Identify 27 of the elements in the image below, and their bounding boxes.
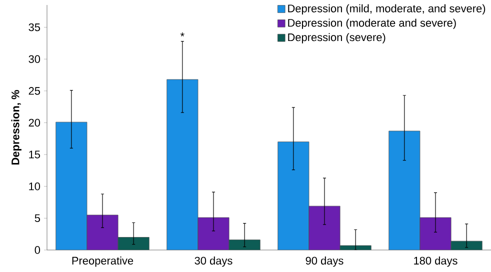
y-tick-label: 0 xyxy=(34,246,40,254)
bar xyxy=(86,215,118,250)
y-tick-label: 25 xyxy=(28,87,40,95)
bar xyxy=(198,218,230,250)
legend-label: Depression (severe) xyxy=(288,33,386,44)
y-tick-label: 10 xyxy=(29,182,40,190)
bar xyxy=(388,130,420,250)
bar xyxy=(308,206,340,250)
bar xyxy=(278,142,309,250)
bar xyxy=(420,217,452,250)
bar xyxy=(56,122,87,250)
x-tick-label: Preoperative xyxy=(72,256,134,267)
x-tick-label: 90 days xyxy=(306,256,344,267)
legend-label: Depression (mild, moderate, and severe) xyxy=(288,4,486,14)
bar xyxy=(166,79,198,250)
bar xyxy=(118,237,150,250)
x-tick-label: 30 days xyxy=(194,256,232,267)
y-tick-label: 5 xyxy=(34,214,40,222)
y-tick-label: 35 xyxy=(28,23,40,32)
y-axis-title: Depression, % xyxy=(11,90,22,165)
legend-label: Depression (moderate and severe) xyxy=(288,18,456,29)
y-tick-label: 30 xyxy=(28,55,40,63)
annotation: * xyxy=(180,32,184,36)
x-tick-label: 180 days xyxy=(414,256,458,267)
y-tick-label: 20 xyxy=(28,118,40,127)
bar xyxy=(229,240,260,250)
y-tick-label: 15 xyxy=(29,150,40,158)
